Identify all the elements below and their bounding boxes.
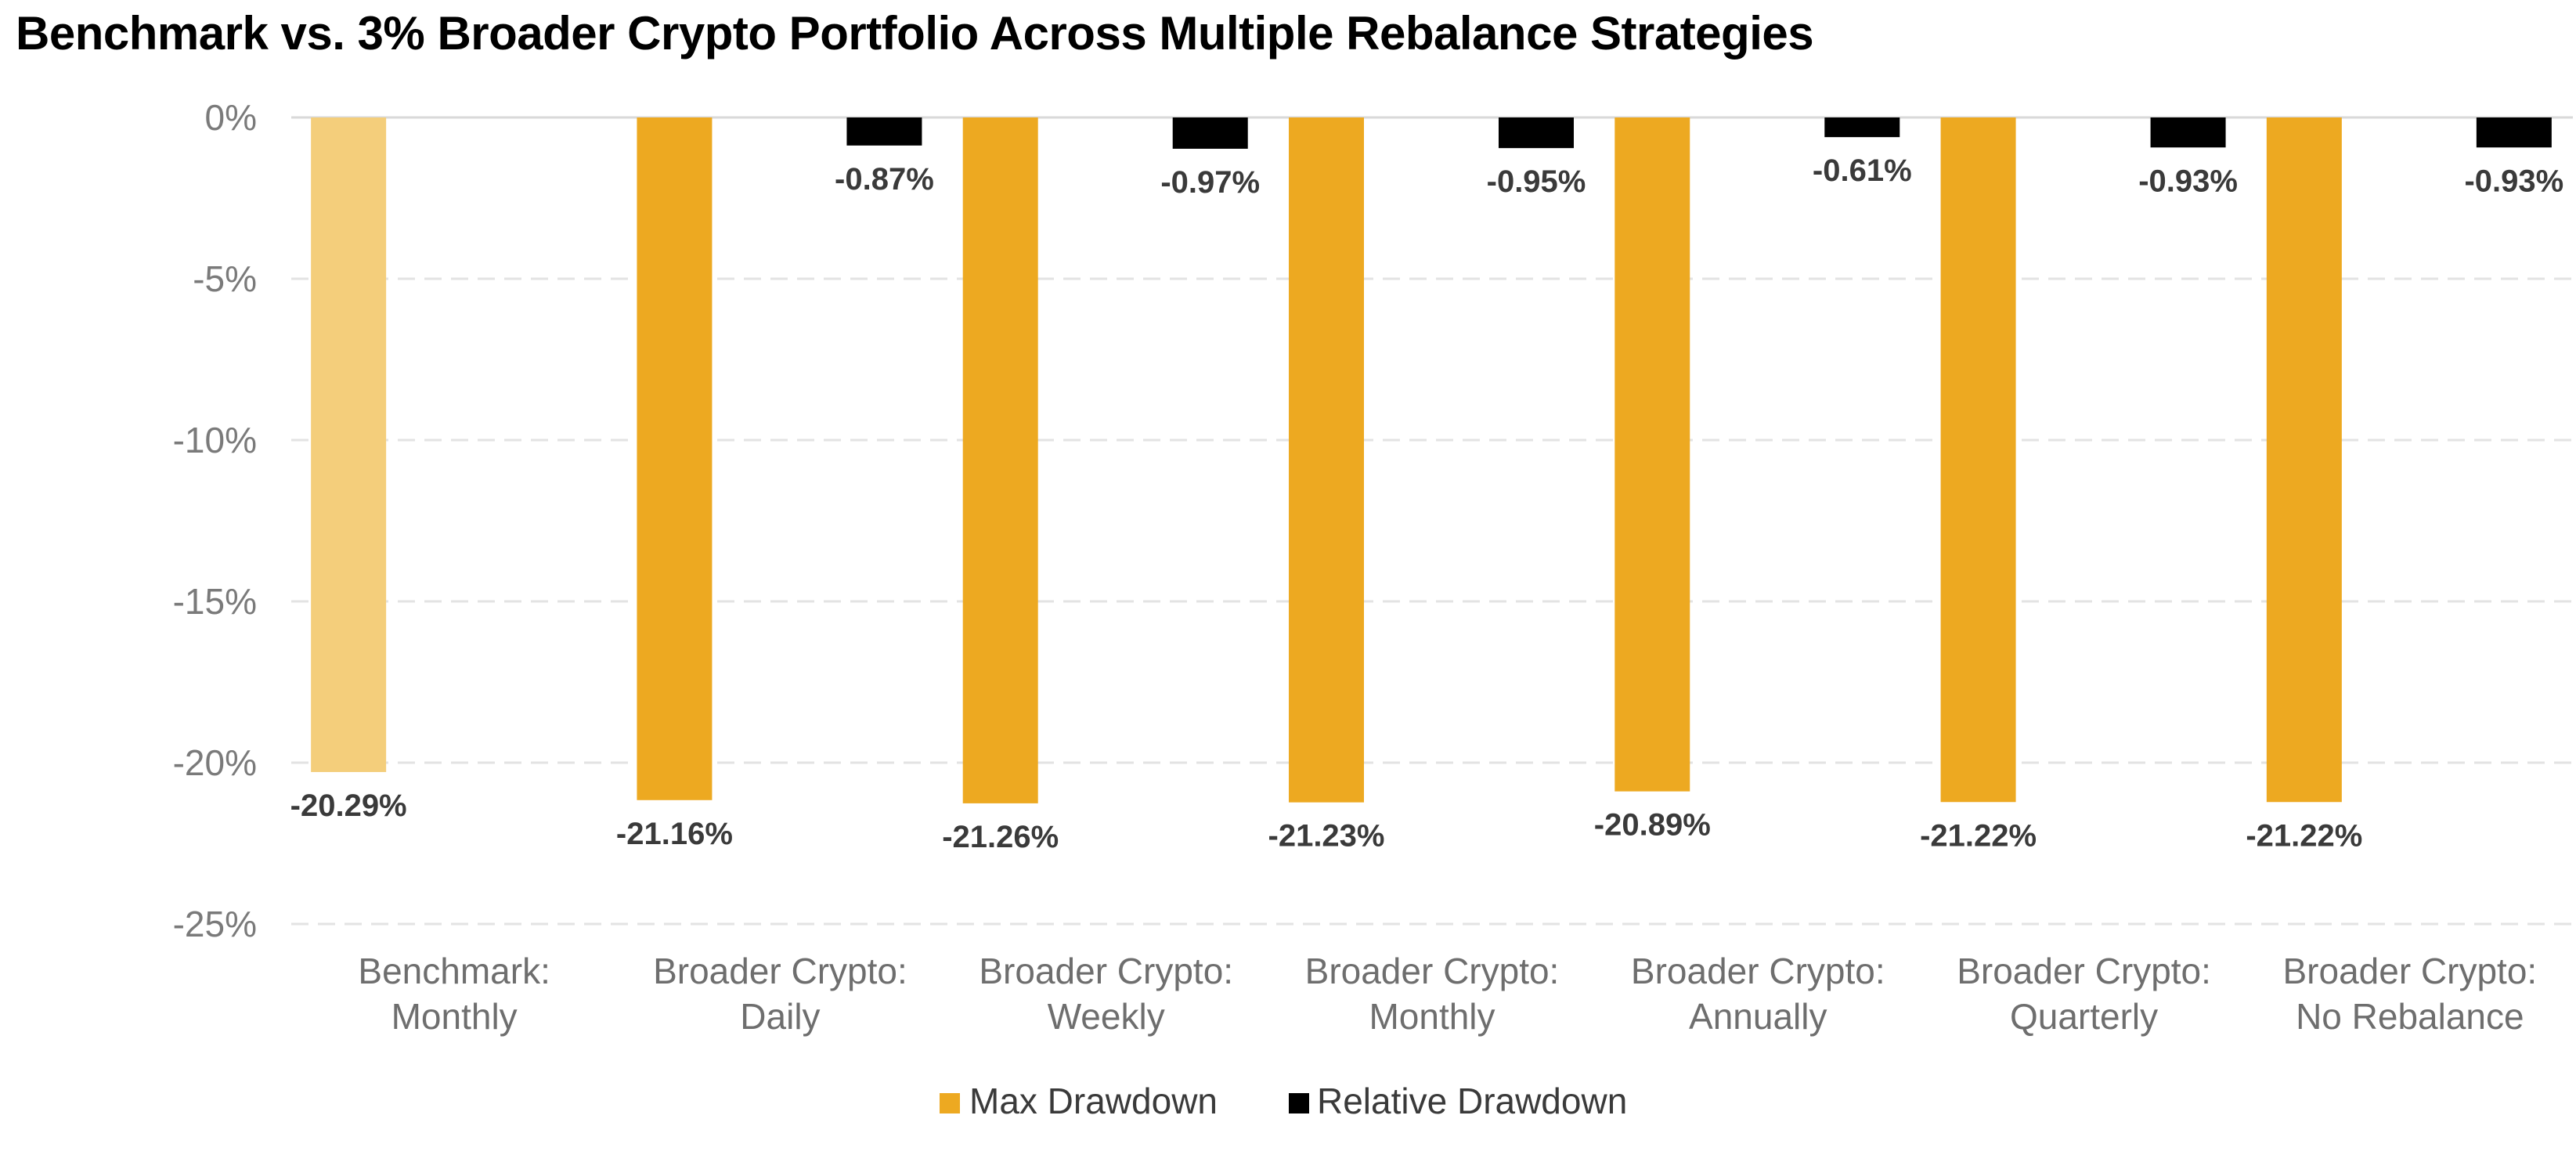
x-category-label: Broader Crypto:	[1631, 951, 1885, 991]
x-category-label: Broader Crypto:	[979, 951, 1233, 991]
x-category-label: Benchmark:	[358, 951, 550, 991]
legend: Max Drawdown Relative Drawdown	[940, 1081, 1627, 1121]
y-tick-label: -20%	[173, 742, 257, 783]
max-drawdown-bar	[962, 117, 1038, 803]
x-category-label: Annually	[1689, 996, 1827, 1037]
max-drawdown-label: -21.16%	[616, 817, 733, 851]
max-drawdown-bar	[311, 117, 387, 772]
x-category-label: Monthly	[391, 996, 518, 1037]
max-drawdown-bar	[1615, 117, 1690, 792]
y-tick-label: -5%	[193, 258, 257, 299]
x-category-label: Broader Crypto:	[1957, 951, 2211, 991]
x-category-label: Daily	[740, 996, 820, 1037]
relative-drawdown-label: -0.93%	[2464, 164, 2563, 198]
max-drawdown-bar	[1940, 117, 2016, 803]
relative-drawdown-bar	[1172, 117, 1248, 149]
x-category-label: Monthly	[1369, 996, 1495, 1037]
y-tick-label: -10%	[173, 420, 257, 460]
gridlines	[291, 116, 2573, 926]
legend-swatch-max-drawdown	[940, 1093, 960, 1113]
relative-drawdown-bar	[2476, 117, 2552, 148]
y-tick-label: -15%	[173, 581, 257, 622]
max-drawdown-bar	[2266, 117, 2342, 803]
relative-drawdown-bar	[846, 117, 922, 146]
x-axis-categories: Benchmark: Monthly Broader Crypto: Daily Bro…	[358, 951, 2537, 1037]
legend-label-max-drawdown: Max Drawdown	[969, 1081, 1218, 1121]
x-category-label: Broader Crypto:	[2283, 951, 2538, 991]
x-category-label: No Rebalance	[2296, 996, 2524, 1037]
max-drawdown-label: -21.22%	[2246, 818, 2362, 853]
relative-drawdown-label: -0.95%	[1487, 164, 1586, 199]
relative-drawdown-label: -0.97%	[1160, 165, 1260, 200]
x-category-label: Quarterly	[2010, 996, 2158, 1037]
relative-drawdown-bar	[2150, 117, 2226, 148]
max-drawdown-label: -21.22%	[1920, 818, 2037, 853]
relative-drawdown-bar	[1824, 117, 1900, 138]
legend-label-relative-drawdown: Relative Drawdown	[1317, 1081, 1627, 1121]
x-category-label: Weekly	[1048, 996, 1165, 1037]
bars	[311, 117, 2552, 803]
max-drawdown-label: -20.89%	[1594, 808, 1711, 843]
legend-swatch-relative-drawdown	[1289, 1093, 1309, 1113]
chart-title: Benchmark vs. 3% Broader Crypto Portfoli…	[16, 7, 1814, 60]
y-axis-ticks: 0% -5% -10% -15% -20% -25%	[173, 97, 257, 944]
relative-drawdown-label: -0.87%	[835, 162, 934, 197]
y-tick-label: 0%	[205, 97, 257, 138]
max-drawdown-label: -21.23%	[1268, 819, 1385, 854]
data-labels: -20.29% -21.16% -0.87% -21.26% -0.97% -21.23%…	[290, 153, 2564, 854]
max-drawdown-label: -20.29%	[290, 789, 407, 823]
relative-drawdown-label: -0.93%	[2138, 164, 2238, 198]
relative-drawdown-label: -0.61%	[1813, 153, 1912, 188]
relative-drawdown-bar	[1499, 117, 1574, 149]
max-drawdown-bar	[1289, 117, 1364, 803]
y-tick-label: -25%	[173, 904, 257, 944]
x-category-label: Broader Crypto:	[1305, 951, 1560, 991]
max-drawdown-bar	[637, 117, 713, 800]
x-category-label: Broader Crypto:	[653, 951, 907, 991]
max-drawdown-label: -21.26%	[942, 820, 1059, 854]
